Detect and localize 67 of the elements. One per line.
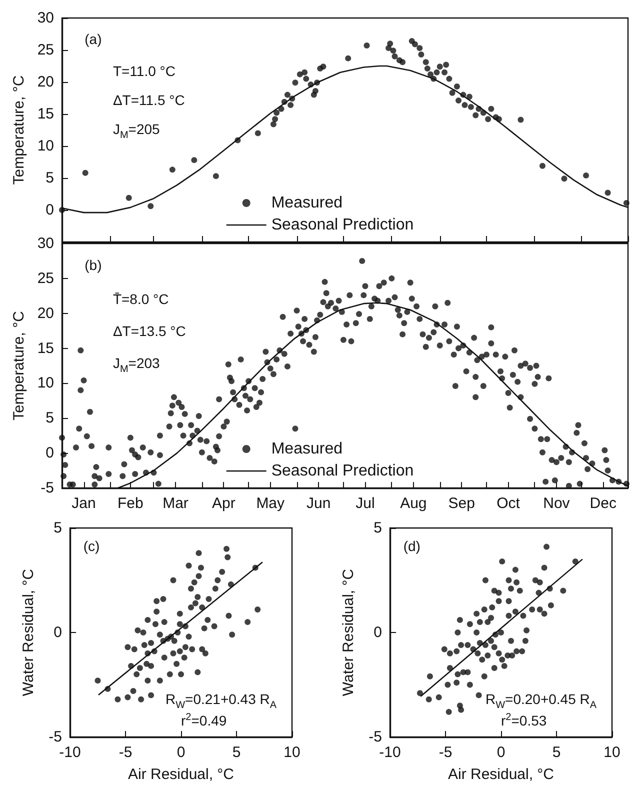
- y-tick-label: 20: [37, 304, 54, 322]
- annotation: J$_{M}$=203: [112, 355, 160, 376]
- x-tick-label: 5: [232, 744, 241, 761]
- x-tick-label: Oct: [496, 495, 521, 512]
- y-tick-label: 5: [46, 410, 54, 427]
- annotation: r$^{2}$=0.53: [501, 712, 547, 729]
- y-axis-title: Temperature, °C: [10, 310, 28, 420]
- annotation: T̄=8.0 °C: [112, 291, 169, 308]
- legend-label: Seasonal Prediction: [271, 216, 414, 234]
- annotation: r$^{2}$=0.49: [181, 712, 227, 729]
- y-tick-label: 0: [54, 624, 62, 641]
- legend-label: Measured: [271, 440, 342, 458]
- annotation: T=11.0 °C: [112, 62, 176, 79]
- y-tick-label: 5: [374, 520, 382, 536]
- legend-label: Seasonal Prediction: [271, 462, 414, 480]
- x-tick-label: Mar: [162, 495, 188, 512]
- annotation: (a): [84, 31, 102, 48]
- y-tick-label: 0: [374, 624, 382, 641]
- annotation: (d): [403, 538, 420, 555]
- x-tick-label: 5: [552, 744, 561, 761]
- x-tick-label: Sep: [448, 495, 475, 512]
- y-tick-label: 5: [46, 170, 54, 186]
- annotation: R$_{W}$=0.21+0.43 R$_{A}$: [165, 691, 277, 712]
- annotation: R$_{W}$=0.20+0.45 R$_{A}$: [485, 691, 597, 712]
- x-tick-label: 10: [284, 744, 300, 761]
- y-tick-label: 0: [46, 444, 54, 462]
- x-tick-label: -10: [379, 744, 401, 761]
- annotation: ΔT=11.5 °C: [112, 92, 185, 108]
- x-tick-label: Feb: [117, 495, 144, 512]
- annotation: (c): [83, 538, 100, 555]
- x-tick-label: -5: [438, 744, 452, 761]
- y-tick-label: 25: [37, 42, 54, 58]
- y-axis-title: Water Residual, °C: [20, 568, 37, 696]
- y-tick-label: 15: [37, 340, 54, 357]
- y-tick-label: 10: [37, 138, 54, 154]
- x-tick-label: Jun: [306, 495, 331, 512]
- y-tick-label: 15: [37, 106, 54, 122]
- x-tick-label: Jul: [356, 495, 375, 512]
- x-axis-title: Air Residual, °C: [128, 766, 234, 783]
- y-tick-label: 10: [37, 374, 54, 392]
- x-tick-label: 0: [496, 744, 506, 761]
- annotation: J$_{M}$=205: [112, 121, 160, 142]
- legend-label: Measured: [271, 194, 342, 212]
- x-tick-label: Nov: [543, 495, 570, 512]
- y-tick-label: 0: [46, 202, 54, 218]
- y-tick-label: 25: [37, 270, 54, 287]
- y-tick-label: -5: [40, 480, 54, 496]
- x-tick-label: Dec: [590, 495, 617, 512]
- y-tick-label: 20: [37, 74, 54, 90]
- x-axis-title: Air Residual, °C: [448, 766, 554, 783]
- x-tick-label: Aug: [400, 495, 427, 512]
- y-tick-label: 30: [37, 235, 54, 252]
- x-tick-label: -10: [59, 744, 81, 761]
- x-tick-label: Apr: [212, 495, 236, 512]
- x-tick-label: May: [256, 495, 286, 512]
- x-tick-label: 10: [604, 744, 620, 761]
- x-tick-label: 0: [176, 744, 186, 761]
- annotation: ΔT=13.5 °C: [112, 323, 186, 340]
- y-tick-label: -5: [368, 728, 382, 746]
- y-axis-title: Temperature, °C: [10, 75, 28, 185]
- y-tick-label: 30: [37, 10, 54, 26]
- y-tick-label: -5: [48, 728, 62, 746]
- y-tick-label: 5: [54, 520, 62, 536]
- x-tick-label: Jan: [72, 495, 96, 512]
- annotation: (b): [84, 256, 102, 273]
- x-tick-label: -5: [118, 744, 132, 761]
- y-axis-title: Water Residual, °C: [340, 568, 357, 696]
